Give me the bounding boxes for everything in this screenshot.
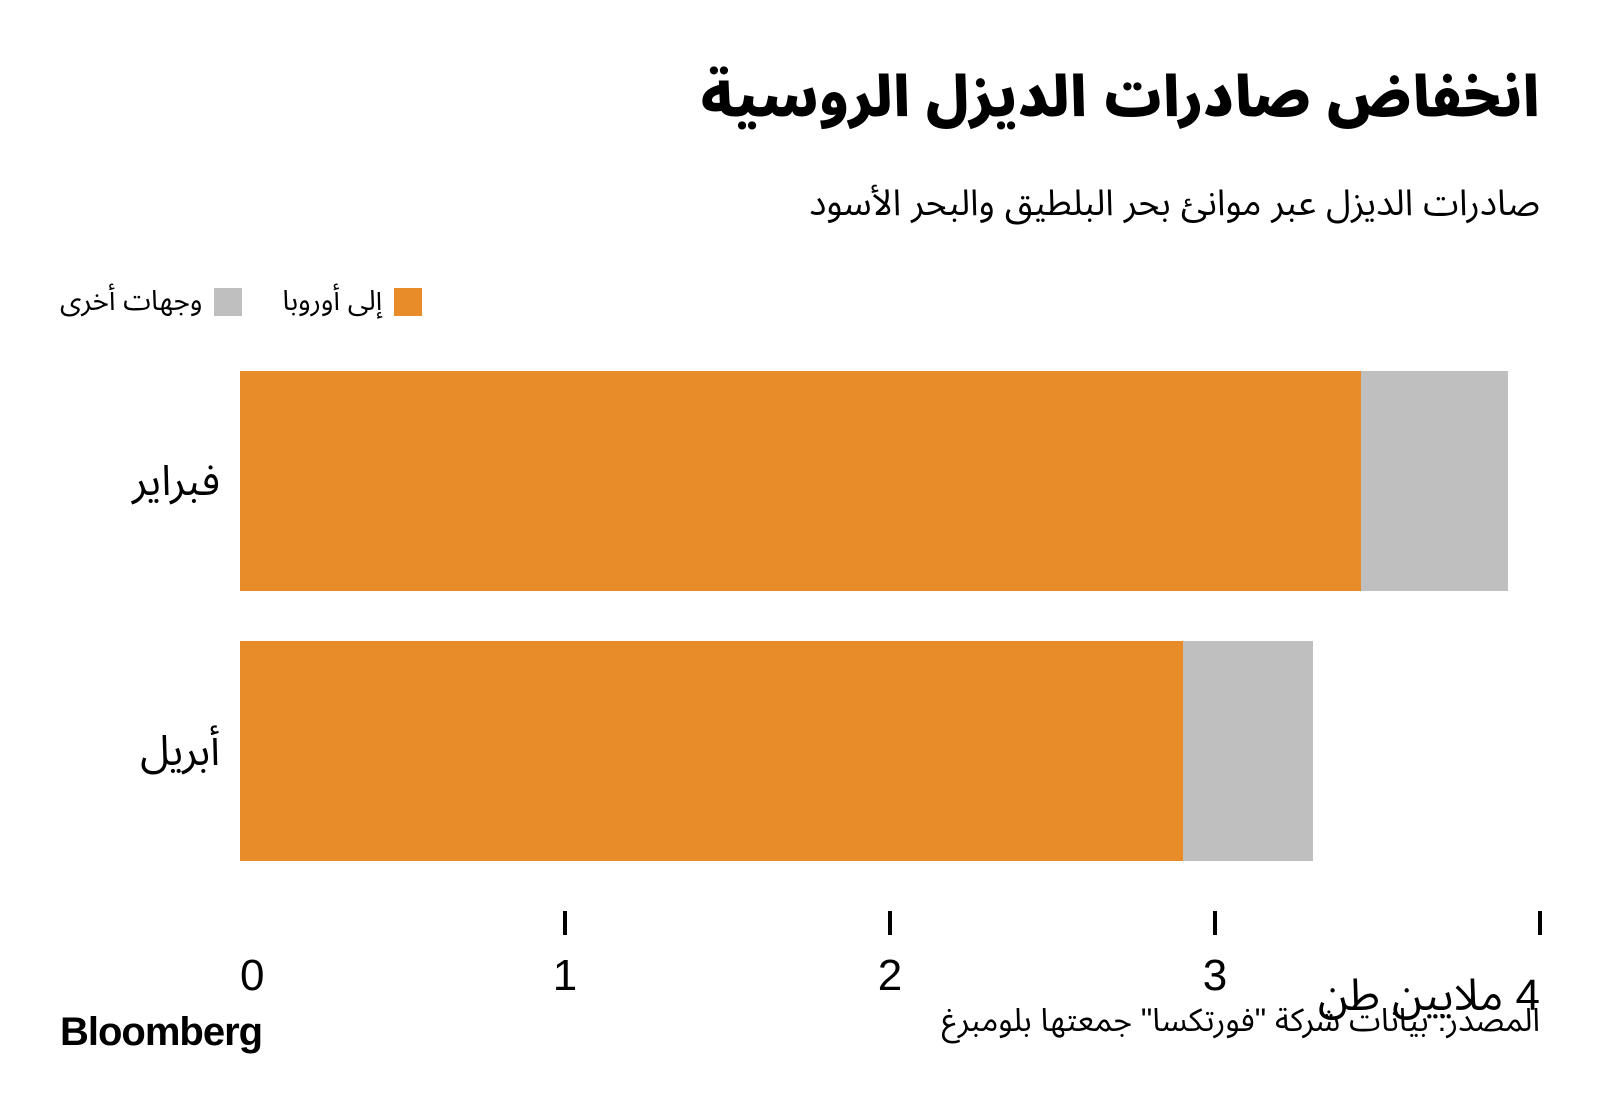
legend-label: إلى أوروبا: [282, 272, 382, 331]
legend-item: إلى أوروبا: [282, 272, 422, 331]
chart-area: فبرايرأبريل 01234 ملايين طن: [60, 371, 1540, 1011]
y-axis-label: أبريل: [60, 707, 240, 796]
x-axis-ticks: [240, 911, 1540, 941]
bar-segment: [1361, 371, 1507, 591]
legend-label: وجهات أخرى: [60, 272, 202, 331]
bar: [240, 371, 1540, 591]
bar-segment: [1183, 641, 1313, 861]
y-axis-label: فبراير: [60, 437, 240, 526]
bar-segment: [240, 371, 1361, 591]
chart-row: فبراير: [60, 371, 1540, 591]
chart-row: أبريل: [60, 641, 1540, 861]
chart-footer: Bloomberg المصدر: بيانات شركة "فورتكسا" …: [60, 987, 1540, 1055]
legend-swatch: [394, 288, 422, 316]
legend: إلى أوروبا وجهات أخرى: [60, 272, 1540, 331]
x-tick: [1213, 911, 1217, 935]
source-text: المصدر: بيانات شركة "فورتكسا" جمعتها بلو…: [942, 987, 1540, 1055]
bar-segment: [240, 641, 1183, 861]
chart-title: انخفاض صادرات الديزل الروسية: [60, 40, 1540, 158]
x-tick: [1538, 911, 1542, 935]
brand-logo: Bloomberg: [60, 1010, 262, 1055]
chart-subtitle: صادرات الديزل عبر موانئ بحر البلطيق والب…: [60, 166, 1540, 242]
legend-item: وجهات أخرى: [60, 272, 242, 331]
x-tick: [888, 911, 892, 935]
bar: [240, 641, 1540, 861]
x-tick: [563, 911, 567, 935]
legend-swatch: [214, 288, 242, 316]
